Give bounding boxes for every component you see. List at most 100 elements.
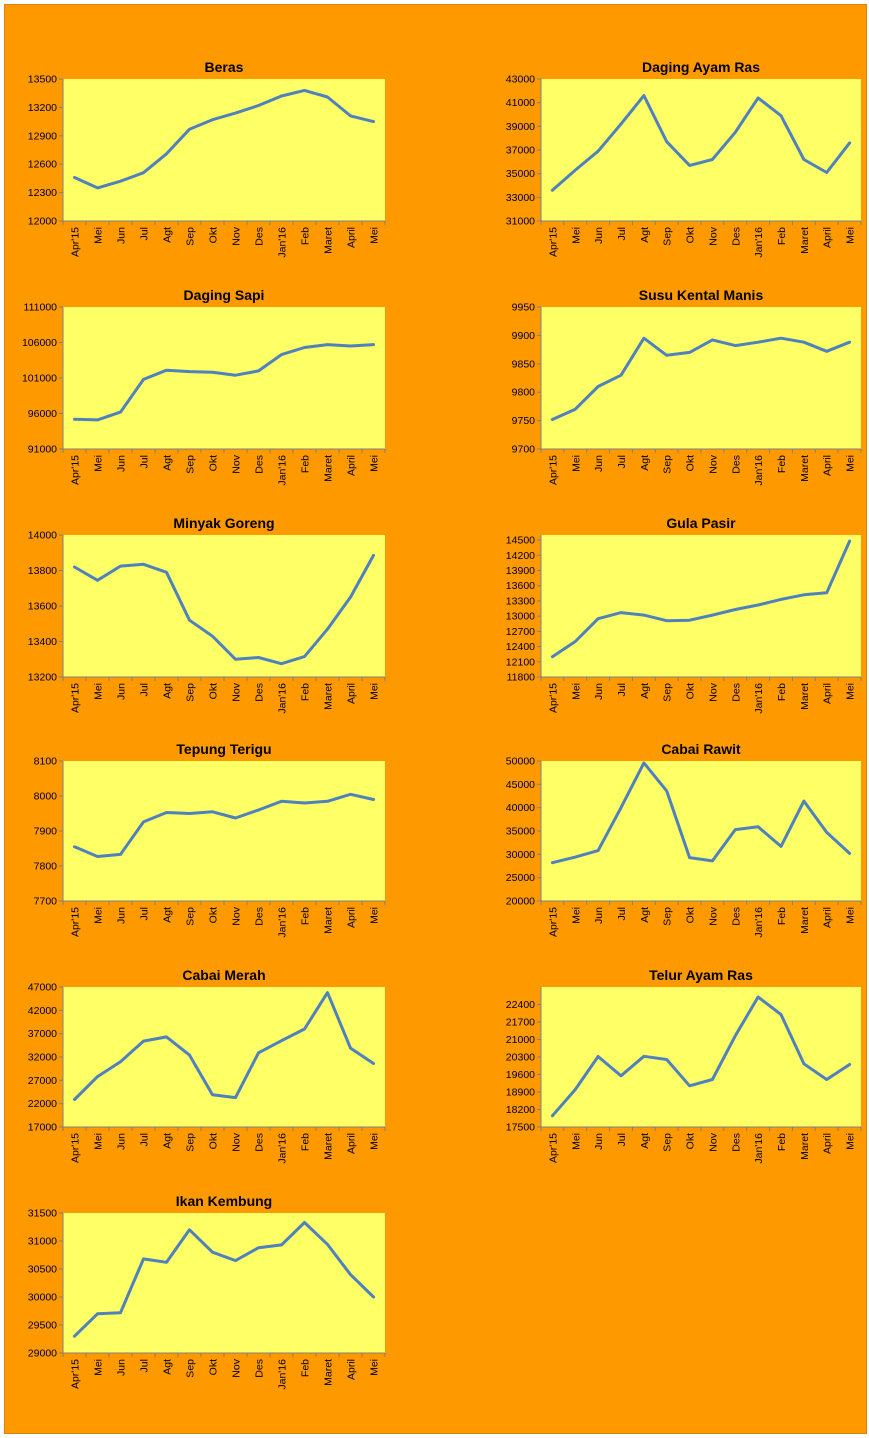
plot-area [541, 307, 861, 449]
series-line [73, 1221, 375, 1338]
y-tick-label: 31000 [28, 1236, 57, 1248]
x-tick-label: Sep [662, 683, 674, 702]
data-point [619, 611, 623, 614]
y-tick-label: 13400 [28, 636, 57, 648]
x-tick-label: Agt [639, 227, 651, 243]
plot-area [63, 761, 385, 901]
y-tick-label: 8100 [34, 756, 58, 768]
x-tick-label: Mei [570, 455, 582, 472]
y-tick-label: 13600 [506, 580, 535, 592]
data-point [326, 627, 329, 631]
chart-1: Daging Ayam Ras 31000 33000 35000 37000 39000… [506, 59, 862, 258]
y-tick-label: 37000 [28, 1028, 57, 1040]
x-tick-label: Des [254, 683, 266, 702]
x-tick-label: Jun [593, 1133, 605, 1150]
data-point [96, 1075, 99, 1078]
data-point [349, 114, 352, 118]
data-point [372, 554, 375, 557]
data-point [802, 1062, 806, 1065]
x-tick-label: Apr'15 [70, 455, 82, 485]
data-point [551, 1114, 554, 1117]
data-point [779, 337, 783, 340]
data-point [802, 593, 806, 597]
y-tick-label: 12100 [506, 656, 535, 668]
y-tick-label: 14500 [506, 535, 535, 547]
x-tick-label: Mei [93, 227, 105, 244]
x-tick-label: Okt [208, 1133, 220, 1149]
data-point [257, 1246, 260, 1249]
x-tick-label: Okt [685, 907, 697, 923]
data-point [372, 1295, 375, 1299]
x-tick-label: Agt [162, 455, 174, 471]
y-tick-label: 12600 [28, 159, 57, 171]
data-point [211, 118, 214, 121]
plot-area [541, 535, 861, 677]
y-tick-label: 7700 [34, 896, 58, 908]
y-tick-label: 27000 [28, 1075, 57, 1087]
x-tick-label: Maret [799, 907, 811, 934]
x-tick-label: Mei [93, 1133, 105, 1150]
x-tick-label: Jan'16 [277, 1359, 289, 1390]
series-line [73, 792, 375, 858]
data-point [372, 120, 375, 123]
x-tick-label: Mei [369, 227, 381, 244]
y-tick-label: 13900 [506, 565, 535, 577]
x-tick-label: Feb [300, 1359, 312, 1377]
chart-9: Telur Ayam Ras 17500 18200 18900 19600 20300 2… [506, 967, 862, 1164]
x-tick-label: Nov [707, 906, 719, 925]
plot-area [63, 1213, 385, 1353]
data-point [802, 158, 806, 161]
chart-title: Daging Sapi [184, 287, 265, 303]
series-line [550, 995, 852, 1118]
data-point [779, 598, 783, 601]
chart-title: Telur Ayam Ras [649, 967, 753, 983]
data-point [756, 825, 760, 828]
x-tick-label: Nov [707, 1132, 719, 1151]
data-point [165, 811, 168, 814]
x-tick-label: Apr'15 [547, 907, 559, 937]
data-point [574, 1088, 577, 1091]
x-tick-label: April [822, 1133, 834, 1154]
y-tick-label: 13200 [28, 102, 57, 114]
x-tick-label: Maret [323, 683, 335, 710]
chart-5: Gula Pasir 11800 12100 12400 12700 13000 13300… [506, 515, 862, 714]
x-tick-label: Mei [570, 907, 582, 924]
x-tick-label: Maret [799, 1133, 811, 1160]
data-point [211, 810, 214, 813]
data-point [280, 800, 283, 803]
x-tick-label: Feb [300, 683, 312, 701]
data-point [257, 808, 260, 812]
data-point [303, 346, 306, 349]
x-tick-label: Nov [707, 454, 719, 473]
x-tick-label: Des [254, 1359, 266, 1378]
y-tick-label: 13300 [506, 595, 535, 607]
data-point [711, 338, 714, 342]
x-tick-label: Jan'16 [277, 227, 289, 258]
data-point [848, 539, 851, 543]
x-tick-label: Des [730, 1133, 742, 1152]
x-tick-label: Okt [685, 683, 697, 699]
data-point [848, 1063, 851, 1066]
x-tick-label: Apr'15 [547, 683, 559, 713]
data-point [756, 995, 760, 999]
data-point [234, 373, 237, 377]
x-tick-label: Jun [116, 683, 128, 700]
y-tick-label: 13600 [28, 601, 57, 613]
x-tick-label: Agt [162, 1359, 174, 1375]
x-tick-label: Jan'16 [753, 455, 765, 486]
x-tick-label: Jan'16 [753, 227, 765, 258]
data-point [303, 1221, 306, 1224]
x-tick-label: Jul [139, 907, 151, 920]
y-tick-label: 41000 [506, 97, 535, 109]
data-point [73, 1098, 76, 1101]
data-point [257, 656, 260, 659]
x-tick-label: Okt [685, 227, 697, 243]
y-tick-label: 9900 [512, 330, 536, 342]
data-point [142, 378, 145, 381]
chart-title: Cabai Merah [182, 967, 265, 983]
data-point [642, 94, 646, 97]
y-tick-label: 33000 [506, 192, 535, 204]
data-point [234, 1259, 237, 1262]
y-tick-label: 11800 [507, 672, 536, 684]
x-tick-label: Okt [208, 683, 220, 699]
